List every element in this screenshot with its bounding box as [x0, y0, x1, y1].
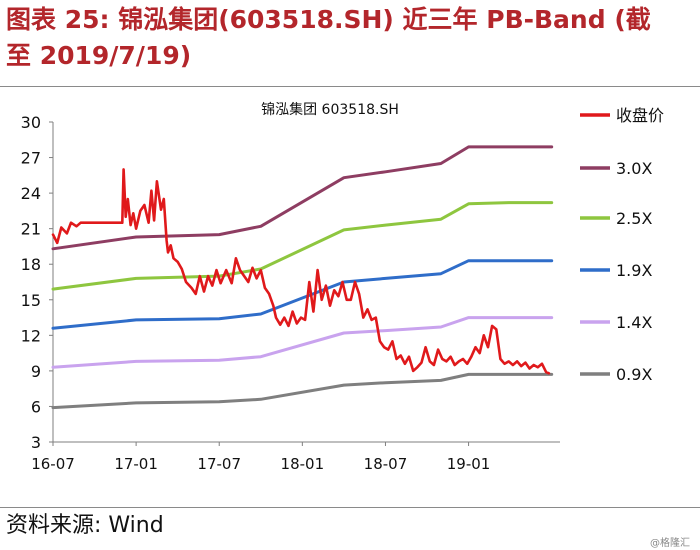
legend-label-3: 1.9X: [616, 261, 652, 280]
y-tick-label: 18: [21, 255, 41, 274]
y-tick-label: 21: [21, 220, 41, 239]
watermark: @格隆汇: [650, 538, 690, 549]
series-line-4: [51, 316, 554, 369]
series-line-1: [51, 145, 554, 251]
x-tick-label: 16-07: [31, 455, 75, 473]
y-tick-label: 9: [31, 362, 41, 381]
y-tick-label: 30: [21, 113, 41, 132]
y-tick-label: 15: [21, 291, 41, 310]
y-tick-label: 27: [21, 149, 41, 168]
legend-label-5: 0.9X: [616, 365, 652, 384]
y-tick-label: 3: [31, 433, 41, 452]
figure-title-line-2: 至 2019/7/19): [6, 41, 192, 70]
y-tick-label: 12: [21, 326, 41, 345]
bottom-rule: [0, 507, 700, 508]
y-tick-label: 24: [21, 184, 41, 203]
figure-title-line-1: 图表 25: 锦泓集团(603518.SH) 近三年 PB-Band (截: [6, 5, 651, 34]
pb-band-chart: 3 6 9 12 15 18 21 24 27 30 16-07 17-01 17-07 18-01 18-…: [21, 101, 664, 473]
legend-label-2: 2.5X: [616, 209, 652, 228]
chart-title: 锦泓集团 603518.SH: [261, 101, 399, 118]
series-line-2: [51, 201, 554, 291]
source-note: 资料来源: Wind: [6, 513, 164, 538]
series-line-3: [51, 259, 554, 330]
chart-legend: 收盘价 3.0X 2.5X 1.9X 1.4X 0.9X: [580, 106, 664, 384]
chart-axes: 3 6 9 12 15 18 21 24 27 30 16-07 17-01 17-07 18-01 18-…: [21, 113, 560, 473]
series-line-5: [51, 372, 554, 410]
legend-label-0: 收盘价: [616, 106, 664, 125]
x-tick-label: 19-01: [447, 455, 491, 473]
chart-lines: [51, 145, 554, 410]
legend-label-4: 1.4X: [616, 313, 652, 332]
top-rule: [0, 86, 700, 87]
x-tick-label: 17-07: [197, 455, 241, 473]
figure-title: 图表 25: 锦泓集团(603518.SH) 近三年 PB-Band (截 至 …: [6, 2, 696, 74]
legend-label-1: 3.0X: [616, 159, 652, 178]
y-tick-label: 6: [31, 397, 41, 416]
x-tick-label: 18-07: [364, 455, 408, 473]
series-line-0: [51, 168, 551, 375]
x-tick-label: 17-01: [114, 455, 158, 473]
x-tick-label: 18-01: [281, 455, 325, 473]
